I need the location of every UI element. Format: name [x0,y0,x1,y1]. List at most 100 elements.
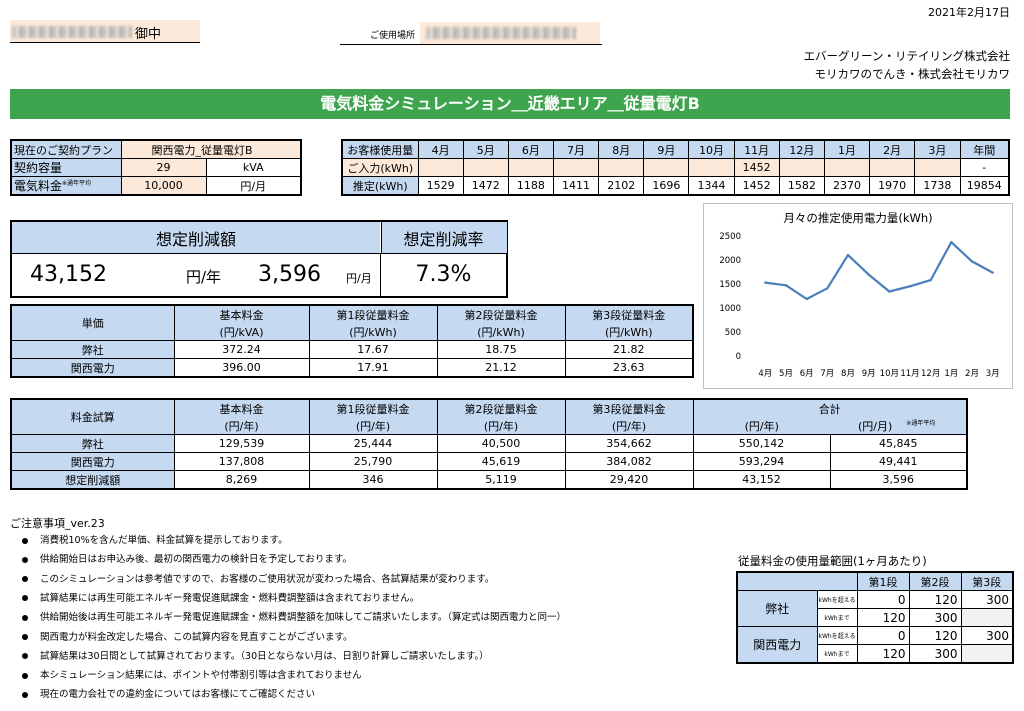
capacity-unit: kVA [205,158,302,177]
unit-price-table: 単価 基本料金 第1段従量料金 第2段従量料金 第3段従量料金 (円/kVA) (円/kW… [10,304,694,378]
unit-price-unit: (円/kWh) [308,323,438,341]
usage-estimate-cell: 1582 [778,176,825,196]
fee-trial-cell: 137,808 [173,452,310,471]
tier-over-cell: 120 [908,590,962,609]
fee-trial-company: 関西電力 [10,452,175,471]
chart-data-point [888,290,891,293]
fee-trial-table: 料金試算 基本料金 第1段従量料金 第2段従量料金 第3段従量料金 合計 (円/年) (円/… [10,398,968,490]
usage-input-cell[interactable] [462,158,509,177]
unit-price-cell: 396.00 [173,358,310,378]
note-text: 本シミュレーション結果には、ポイントや付帯割引等は含まれておりません [40,670,362,682]
note-item: 供給開始日はお申込み後、最初の関西電力の検針日を予定しております。 [22,551,352,565]
notes-title: ご注意事項_ver.23 [10,517,105,530]
tier-header: 第1段 [856,571,910,591]
unit-price-cell: 21.82 [564,340,694,359]
tier-over-cell: 300 [960,626,1014,645]
unit-price-header: 第2段従量料金 [436,304,566,323]
savings-rate-label: 想定削減率 [403,230,484,249]
tier-over-label: kWhを超える [816,626,858,645]
chart-data-point [784,284,788,287]
usage-estimate-cell: 1452 [733,176,780,196]
unit-price-row-label: 単価 [10,304,175,341]
tier-range-table: 第1段 第2段 第3段 弊社 kWhを超える 0 120 300 kWhまで 120 300 関西電… [736,571,1014,664]
fee-trial-cell: 45,845 [829,434,968,453]
bullet-icon [22,595,28,602]
unit-price-company: 弊社 [10,340,175,359]
usage-input-cell[interactable] [507,158,554,177]
usage-month-header: 2月 [869,139,916,159]
savings-annual-value: 43,152 [30,262,107,287]
usage-input-cell[interactable] [778,158,825,177]
chart-data-point [929,278,932,282]
usage-header-label: お客様使用量 [341,139,419,159]
usage-input-cell[interactable] [643,158,690,177]
fee-trial-unit-label: (円/年) [483,419,519,433]
fee-label: 電気料金 [14,179,63,193]
usage-input-cell[interactable] [869,158,916,177]
unit-price-header: 基本料金 [173,304,310,323]
tier-over-cell: 0 [856,626,910,645]
chart-y-tick-label: 0 [736,352,741,362]
unit-price-company: 関西電力 [10,358,175,378]
fee-trial-header: 第3段従量料金 [564,398,694,417]
tier-over-cell: 0 [856,590,910,609]
fee-label-cell: 電気料金※通年平均 [10,176,122,196]
note-text: 供給開始日はお申込み後、最初の関西電力の検針日を予定しております。 [40,554,352,566]
usage-month-header: 11月 [733,139,780,159]
usage-input-cell[interactable] [688,158,735,177]
savings-monthly-value: 3,596 [258,262,321,287]
chart-x-tick-label: 4月 [758,369,772,379]
fee-value: 10,000 [120,176,207,196]
capacity-label: 契約容量 [10,158,122,177]
note-item: 供給開始後は再生可能エネルギー発電促進賦課金・燃料費調整額を加味してご請求いたし… [22,609,566,623]
chart-data-point [805,297,808,301]
fee-trial-total-header: 合計 [692,398,968,417]
usage-input-cell[interactable] [823,158,871,177]
tier-header-blank [736,571,858,591]
tier-upto-cell [960,608,1014,627]
usage-input-cell[interactable] [598,158,645,177]
fee-trial-unit: (円/年) [564,417,694,435]
recipient-underline [10,42,200,43]
fee-trial-header: 第2段従量料金 [436,398,566,417]
tier-over-cell: 120 [908,626,962,645]
fee-trial-row: 想定削減額 8,269 346 5,119 29,420 43,152 3,596 [10,470,968,490]
usage-table: お客様使用量 4月 5月 6月 7月 8月 9月 10月 11月 12月 1月 2月 3月 年間 ご入力(… [341,139,1010,196]
fee-trial-cell: 45,619 [436,452,566,471]
usage-estimate-cell: 1188 [507,176,554,196]
fee-trial-cell: 25,444 [308,434,438,453]
tier-upto-cell: 120 [856,608,910,627]
usage-input-cell[interactable] [417,158,464,177]
tier-upto-cell: 300 [908,608,962,627]
tier-header: 第2段 [908,571,962,591]
bullet-icon [22,576,28,583]
fee-trial-unit-label: (円/年) [224,419,259,433]
usage-input-cell[interactable]: - [959,158,1010,177]
usage-input-cell[interactable]: 1452 [733,158,780,177]
note-text: 試算結果は30日間として試算されております。（30日とならない月は、日割り計算し… [40,650,489,662]
unit-price-cell: 17.67 [308,340,438,359]
fee-trial-unit-label: (円/年) [355,419,391,433]
chart-y-tick-label: 500 [725,328,741,338]
chart-series-line [765,241,994,301]
savings-rate-value: 7.3% [415,262,472,287]
location-underline [340,44,602,45]
usage-input-label: ご入力(kWh) [341,158,419,177]
usage-input-cell[interactable] [914,158,961,177]
chart-x-tick-label: 6月 [800,369,814,379]
location-label: ご使用場所 [370,31,416,41]
tier-row-upto: kWhまで 120 300 [737,644,1014,664]
fee-trial-unit-label: (円/月) [858,419,893,433]
usage-input-cell[interactable] [552,158,600,177]
savings-divider [380,253,381,296]
note-item: このシミュレーションは参考値ですので、お客様のご使用状況が変わった場合、各試算結… [22,571,494,585]
savings-rate-header [381,222,507,254]
fee-trial-cell: 593,294 [692,452,831,471]
unit-price-cell: 372.24 [173,340,310,359]
unit-price-header: 第3段従量料金 [564,304,694,323]
usage-month-header: 6月 [507,139,554,159]
fee-trial-avg-note: ※通年平均 [906,419,936,427]
location-redacted [426,27,576,39]
chart-data-point [991,271,994,274]
usage-month-header: 4月 [417,139,464,159]
